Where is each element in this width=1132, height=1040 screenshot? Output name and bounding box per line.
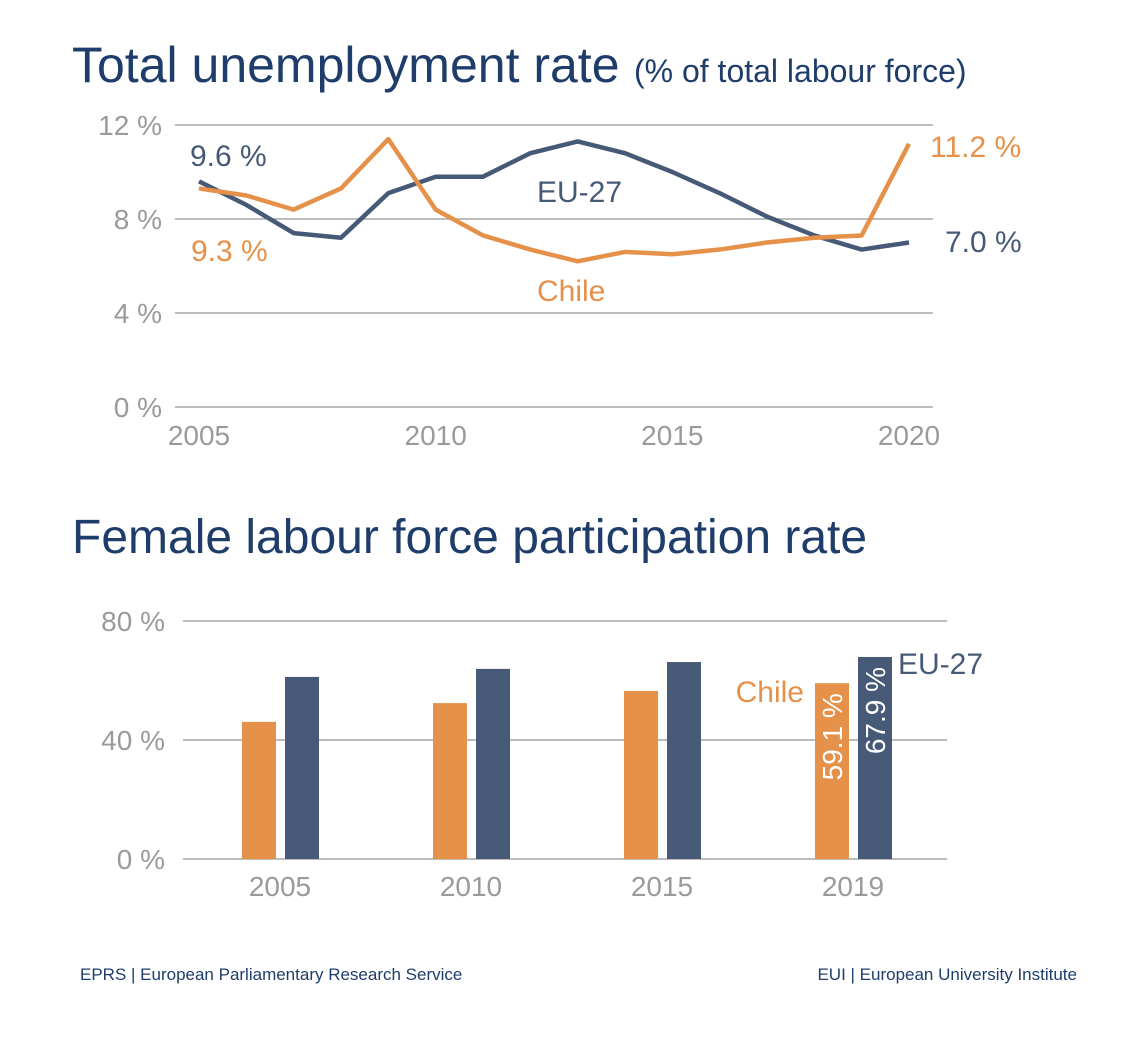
- bar-chile-2015: [624, 690, 658, 859]
- y-tick-label: 4 %: [114, 298, 162, 329]
- eu-start-label: 9.6 %: [190, 140, 267, 173]
- y-tick-label: 0 %: [117, 844, 165, 875]
- series-line-eu-27: [197, 139, 910, 252]
- eu-series-label: EU-27: [537, 176, 622, 209]
- line-chart-title: Total unemployment rate (% of total labo…: [72, 37, 967, 93]
- bar-value-label: 67.9 %: [860, 667, 891, 754]
- x-tick-label: 2020: [878, 420, 940, 451]
- y-tick-label: 8 %: [114, 204, 162, 235]
- x-tick-label: 2010: [440, 871, 502, 902]
- bar-chile-2005: [242, 721, 276, 859]
- x-tick-label: 2005: [168, 420, 230, 451]
- bar-eu-27-2010: [476, 668, 510, 859]
- y-tick-label: 12 %: [98, 110, 162, 141]
- bar-eu-27-2015: [667, 662, 701, 859]
- footer-right: EUI | European University Institute: [817, 965, 1077, 984]
- line-chart: 0 % 4 % 8 % 12 % 2005 2010 2015 2020 9.6 % 7.0 % E…: [98, 110, 1022, 451]
- chile-start-label: 9.3 %: [191, 235, 268, 268]
- y-tick-label: 40 %: [101, 725, 165, 756]
- x-tick-label: 2015: [641, 420, 703, 451]
- x-tick-label: 2005: [249, 871, 311, 902]
- x-tick-label: 2010: [405, 420, 467, 451]
- series-line-chile: [198, 136, 911, 264]
- chile-series-label: Chile: [537, 275, 605, 308]
- bar-chile-2019: [815, 683, 849, 859]
- bar-chart-title: Female labour force participation rate: [72, 511, 867, 564]
- footer-left: EPRS | European Parliamentary Research S…: [80, 965, 462, 984]
- chile-series-label: Chile: [736, 676, 804, 709]
- bar-eu-27-2019: [858, 656, 892, 859]
- chile-end-label: 11.2 %: [930, 131, 1021, 164]
- y-tick-label: 0 %: [114, 392, 162, 423]
- bar-eu-27-2005: [285, 676, 319, 859]
- eu-series-label: EU-27: [898, 648, 983, 681]
- x-tick-label: 2019: [822, 871, 884, 902]
- bar-value-label: 59.1 %: [817, 693, 848, 780]
- eu-end-label: 7.0 %: [945, 226, 1022, 259]
- y-tick-label: 80 %: [101, 606, 165, 637]
- bar-chile-2010: [433, 703, 467, 859]
- x-tick-label: 2015: [631, 871, 693, 902]
- bar-chart: 0 % 40 % 80 % 2005 2010 2015 2019 59.1 % 67.9 % C…: [101, 606, 983, 902]
